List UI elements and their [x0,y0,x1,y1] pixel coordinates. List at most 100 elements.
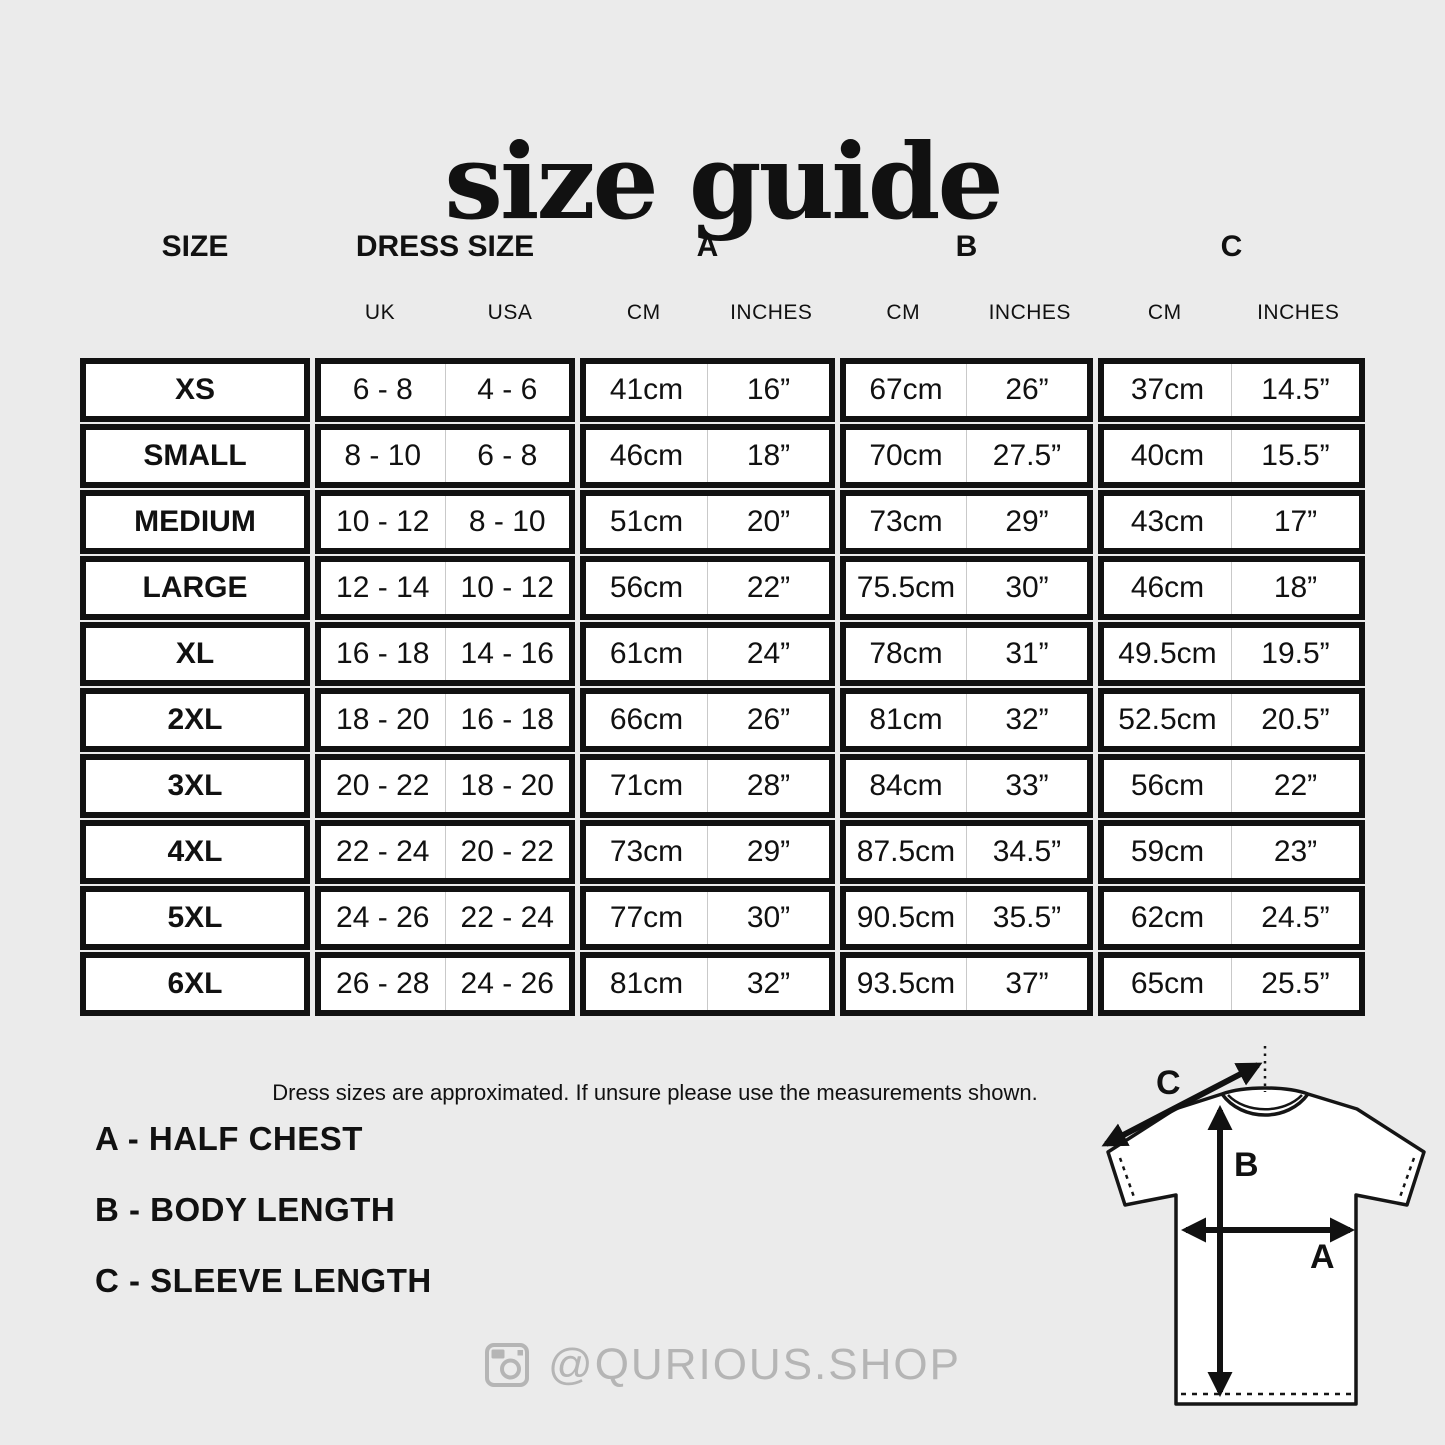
subheader-usa: USA [487,301,533,324]
group-header-a: A [696,230,719,263]
cell-dress-size: 22 - 24 20 - 22 [315,820,575,884]
cell-sleeve-length: 65cm 25.5” [1098,952,1365,1016]
cell-body-length: 73cm 29” [840,490,1093,554]
cell-sleeve-length: 40cm 15.5” [1098,424,1365,488]
cell-c-inches: 14.5” [1231,364,1359,416]
cell-c-inches: 20.5” [1231,694,1359,746]
cell-half-chest: 66cm 26” [580,688,835,752]
cell-sleeve-length: 43cm 17” [1098,490,1365,554]
cell-dress-usa: 10 - 12 [444,562,570,614]
table-row: 4XL 22 - 24 20 - 22 73cm 29” 87.5cm 34.5… [80,820,1365,884]
cell-dress-usa: 14 - 16 [444,628,570,680]
cell-dress-size: 10 - 12 8 - 10 [315,490,575,554]
cell-body-length: 67cm 26” [840,358,1093,422]
cell-body-length: 70cm 27.5” [840,424,1093,488]
cell-sleeve-length: 37cm 14.5” [1098,358,1365,422]
cell-b-cm: 70cm [869,439,943,472]
cell-a-inches: 18” [707,430,829,482]
legend-item-sleeve-length: C - SLEEVE LENGTH [95,1262,432,1299]
cell-size-label: SMALL [80,424,310,488]
cell-b-cm: 93.5cm [856,967,956,1000]
cell-half-chest: 56cm 22” [580,556,835,620]
cell-a-inches: 30” [707,892,829,944]
cell-dress-uk: 22 - 24 [336,835,430,868]
cell-c-inches: 17” [1231,496,1359,548]
cell-dress-size: 12 - 14 10 - 12 [315,556,575,620]
cell-a-cm: 51cm [609,505,684,538]
cell-half-chest: 46cm 18” [580,424,835,488]
cell-dress-usa: 24 - 26 [444,958,570,1010]
cell-a-inches: 22” [707,562,829,614]
subheader-uk: UK [364,301,396,324]
cell-a-cm: 56cm [609,571,684,604]
group-header-dress: DRESS SIZE [355,230,535,263]
cell-c-inches: 22” [1231,760,1359,812]
cell-body-length: 84cm 33” [840,754,1093,818]
cell-b-cm: 73cm [869,505,943,538]
right-sleeve-stitch [1398,1157,1416,1198]
arrow-c [1101,1062,1263,1147]
cell-dress-uk: 24 - 26 [336,901,430,934]
cell-dress-uk: 6 - 8 [352,373,413,406]
cell-c-cm: 62cm [1130,901,1205,934]
cell-a-cm: 81cm [609,967,684,1000]
subheader-a-in: INCHES [730,301,813,324]
cell-body-length: 87.5cm 34.5” [840,820,1093,884]
table-row: 6XL 26 - 28 24 - 26 81cm 32” 93.5cm 37” … [80,952,1365,1016]
size-table: XS 6 - 8 4 - 6 41cm 16” 67cm 26” 37cm 14… [80,358,1365,1016]
cell-dress-size: 16 - 18 14 - 16 [315,622,575,686]
subheader-c-in: INCHES [1257,301,1340,324]
cell-dress-usa: 6 - 8 [444,430,570,482]
table-row: 3XL 20 - 22 18 - 20 71cm 28” 84cm 33” 56… [80,754,1365,818]
cell-b-inches: 30” [966,562,1087,614]
cell-size-label: 3XL [80,754,310,818]
table-row: 2XL 18 - 20 16 - 18 66cm 26” 81cm 32” 52… [80,688,1365,752]
cell-a-cm: 73cm [609,835,684,868]
cell-half-chest: 71cm 28” [580,754,835,818]
cell-c-cm: 56cm [1130,769,1205,802]
cell-a-cm: 71cm [609,769,684,802]
cell-dress-uk: 8 - 10 [344,439,422,472]
cell-dress-uk: 12 - 14 [336,571,430,604]
table-row: LARGE 12 - 14 10 - 12 56cm 22” 75.5cm 30… [80,556,1365,620]
cell-c-cm: 49.5cm [1118,637,1217,670]
cell-size-label: 4XL [80,820,310,884]
cell-a-inches: 24” [707,628,829,680]
cell-c-inches: 23” [1231,826,1359,878]
cell-half-chest: 51cm 20” [580,490,835,554]
subheader-b-in: INCHES [988,301,1071,324]
cell-c-inches: 15.5” [1231,430,1359,482]
cell-c-cm: 46cm [1130,571,1205,604]
table-row: SMALL 8 - 10 6 - 8 46cm 18” 70cm 27.5” 4… [80,424,1365,488]
cell-size-label: MEDIUM [80,490,310,554]
cell-a-inches: 29” [707,826,829,878]
cell-c-cm: 65cm [1130,967,1205,1000]
cell-half-chest: 77cm 30” [580,886,835,950]
cell-dress-size: 20 - 22 18 - 20 [315,754,575,818]
cell-body-length: 93.5cm 37” [840,952,1093,1016]
cell-sleeve-length: 56cm 22” [1098,754,1365,818]
cell-a-inches: 20” [707,496,829,548]
cell-size-label: LARGE [80,556,310,620]
subheader-spacer [80,301,310,325]
cell-half-chest: 73cm 29” [580,820,835,884]
cell-b-inches: 27.5” [966,430,1087,482]
table-row: 5XL 24 - 26 22 - 24 77cm 30” 90.5cm 35.5… [80,886,1365,950]
subheader-b-cm: CM [886,301,921,324]
cell-b-cm: 75.5cm [856,571,956,604]
cell-c-inches: 18” [1231,562,1359,614]
cell-dress-usa: 16 - 18 [444,694,570,746]
cell-a-inches: 32” [707,958,829,1010]
subheader-a-cm: CM [626,301,661,324]
cell-dress-uk: 10 - 12 [336,505,430,538]
group-header-size: SIZE [161,230,229,263]
instagram-handle-row: @QURIOUS.SHOP [0,1340,1445,1390]
cell-c-cm: 37cm [1130,373,1205,406]
cell-size-label: XL [80,622,310,686]
cell-b-cm: 87.5cm [856,835,956,868]
cell-dress-uk: 18 - 20 [336,703,430,736]
cell-c-inches: 25.5” [1231,958,1359,1010]
cell-size-label: 6XL [80,952,310,1016]
cell-a-inches: 28” [707,760,829,812]
